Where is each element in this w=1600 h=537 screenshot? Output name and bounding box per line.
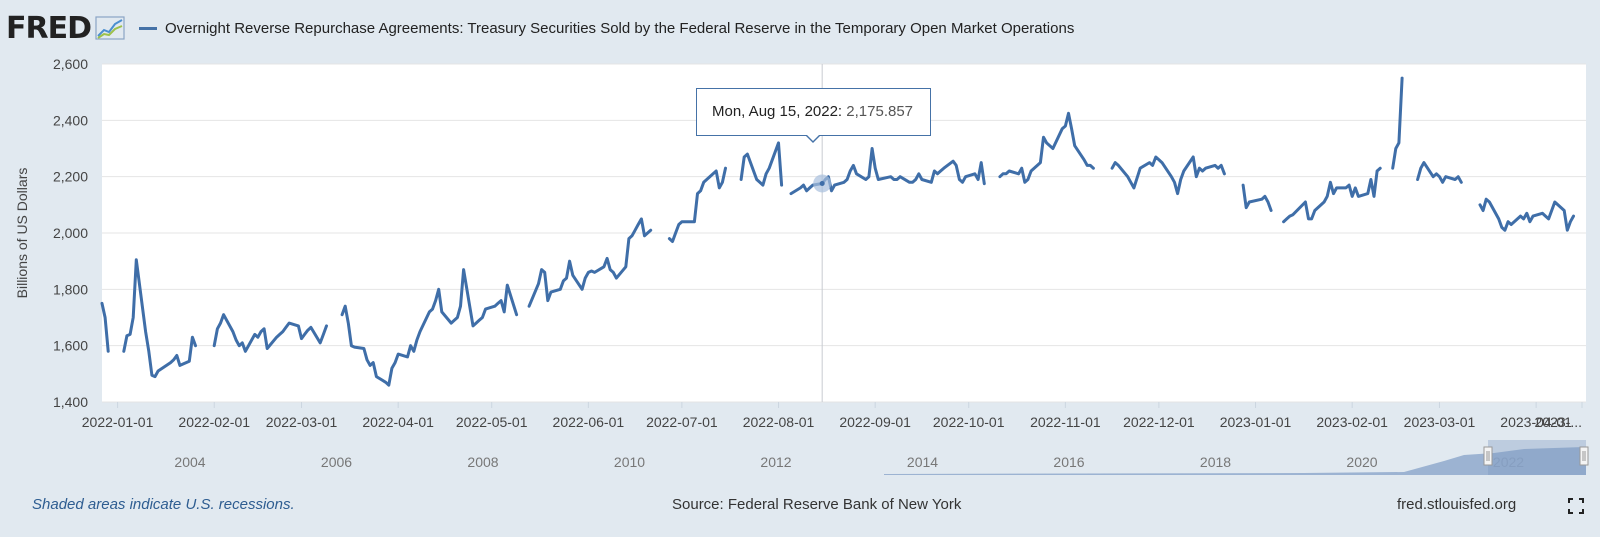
x-tick-label: 2023-02-01 <box>1316 414 1388 430</box>
x-tick-label: 2022-08-01 <box>743 414 815 430</box>
x-tick-label: 2022-12-01 <box>1123 414 1195 430</box>
x-tick-label: 2022-09-01 <box>839 414 911 430</box>
series-line-segment <box>100 301 110 353</box>
series-line-segment <box>1478 197 1575 232</box>
navigator-label: 2012 <box>760 454 791 470</box>
y-tick-label: 2,000 <box>53 225 88 241</box>
y-tick-label: 1,400 <box>53 394 88 410</box>
x-tick-label: 2022-01-01 <box>82 414 154 430</box>
chart-legend[interactable]: Overnight Reverse Repurchase Agreements:… <box>139 20 1074 37</box>
x-axis-ticks: 2022-01-01 2022-02-01 2022-03-01 2022-04-01… <box>82 402 1583 430</box>
y-tick-label: 1,800 <box>53 281 88 297</box>
navigator-bg <box>104 440 1586 475</box>
y-tick-label: 2,400 <box>53 112 88 128</box>
series-title: Overnight Reverse Repurchase Agreements:… <box>165 19 1075 37</box>
series-line-segment <box>527 217 653 308</box>
series-line-segment <box>1391 76 1404 170</box>
series-line-segment <box>1110 155 1226 196</box>
navigator-label: 2014 <box>907 454 938 470</box>
series-line-segment <box>340 268 519 387</box>
series-line-segment <box>667 166 727 243</box>
fred-logo[interactable]: FRED <box>6 11 125 46</box>
x-tick-label: 2022-07-01 <box>646 414 718 430</box>
line-chart[interactable]: 1,400 1,600 1,800 2,000 2,200 2,400 2,600 2022… <box>0 0 1600 480</box>
series-line-segment <box>1282 166 1382 224</box>
series-line-segment <box>1416 161 1463 184</box>
x-tick-label: 2022-02-01 <box>178 414 250 430</box>
series-line-segment <box>998 111 1095 184</box>
logo-text: FRED <box>6 10 92 46</box>
x-tick-label: 2023-... <box>1535 414 1582 430</box>
navigator-label: 2008 <box>467 454 498 470</box>
navigator-label: 2020 <box>1346 454 1377 470</box>
navigator-label: 2004 <box>174 454 205 470</box>
navigator-label: 2018 <box>1200 454 1231 470</box>
tooltip-value: 2,175.857 <box>846 103 914 120</box>
legend-swatch <box>139 26 157 30</box>
y-axis-label: Billions of US Dollars <box>14 168 30 299</box>
x-tick-label: 2022-05-01 <box>456 414 528 430</box>
x-tick-label: 2023-01-01 <box>1220 414 1292 430</box>
x-tick-label: 2023-04-01 <box>1500 414 1572 430</box>
x-tick-label: 2022-04-01 <box>362 414 434 430</box>
series-line-segment <box>739 141 784 187</box>
chart-header: FRED Overnight Reverse Repurchase Agreem… <box>6 10 1586 46</box>
series-line-segment <box>122 258 197 379</box>
navigator-area <box>884 447 1586 475</box>
navigator-selection <box>1488 440 1586 475</box>
x-tick-label: 2022-06-01 <box>553 414 625 430</box>
y-tick-label: 2,200 <box>53 169 88 185</box>
x-tick-label: 2022-11-01 <box>1030 414 1101 430</box>
chart-line-icon <box>95 16 125 40</box>
tooltip-date: Mon, Aug 15, 2022: <box>712 103 843 120</box>
recession-note: Shaded areas indicate U.S. recessions. <box>32 496 295 513</box>
range-navigator[interactable]: 2004200620082010201220142016201820202022 <box>104 440 1589 475</box>
y-axis-ticks: 1,400 1,600 1,800 2,000 2,200 2,400 2,600 <box>53 56 88 410</box>
navigator-handle <box>1483 446 1493 466</box>
navigator-label: 2016 <box>1053 454 1084 470</box>
navigator-label: 2006 <box>321 454 352 470</box>
tooltip-arrow-inner <box>806 134 820 141</box>
series-line-segment <box>1241 183 1273 212</box>
x-tick-label: 2022-03-01 <box>266 414 338 430</box>
series-line-segment <box>212 313 328 353</box>
grid-lines <box>102 63 1586 403</box>
source-text: Source: Federal Reserve Bank of New York <box>672 496 962 513</box>
data-tooltip: Mon, Aug 15, 2022: 2,175.857 <box>696 88 931 136</box>
x-tick-label: 2022-10-01 <box>933 414 1005 430</box>
navigator-label: 2010 <box>614 454 645 470</box>
x-tick-label: 2023-03-01 <box>1404 414 1476 430</box>
fullscreen-icon[interactable] <box>1568 498 1584 514</box>
y-tick-label: 2,600 <box>53 56 88 72</box>
site-link[interactable]: fred.stlouisfed.org <box>1397 496 1517 513</box>
y-tick-label: 1,600 <box>53 338 88 354</box>
navigator-handle <box>1579 446 1589 466</box>
hover-point-core <box>819 180 825 186</box>
